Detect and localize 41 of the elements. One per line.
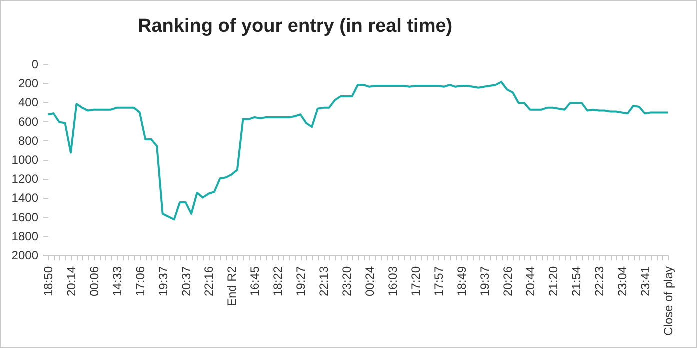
y-tick-label: 200 xyxy=(18,76,39,91)
x-tick-label: 22:23 xyxy=(592,266,607,297)
x-tick-label: 17:20 xyxy=(408,266,423,297)
x-tick-label: 21:54 xyxy=(570,266,584,297)
x-tick-label: 19:37 xyxy=(478,266,492,297)
y-tick-label: 1200 xyxy=(12,172,39,186)
x-tick-label: 23:20 xyxy=(340,266,354,297)
x-tick-label: 20:44 xyxy=(524,266,538,297)
x-tick-label: 21:20 xyxy=(546,266,561,297)
x-tick-label: 22:16 xyxy=(202,266,216,297)
x-tick-label: 00:24 xyxy=(362,266,377,297)
y-tick-label: 1800 xyxy=(12,229,39,244)
x-tick-label: 23:04 xyxy=(616,266,630,297)
x-tick-label: 20:26 xyxy=(500,266,515,297)
y-tick-label: 1600 xyxy=(12,210,39,224)
x-tick-label: 14:33 xyxy=(110,266,124,297)
x-tick-label: Close of play xyxy=(662,266,676,336)
x-tick-label: End R2 xyxy=(225,266,240,307)
x-tick-label: 19:37 xyxy=(156,266,170,297)
x-tick-label: 16:45 xyxy=(248,266,262,297)
y-tick-label: 1400 xyxy=(12,191,39,206)
x-tick-label: 22:13 xyxy=(317,266,332,297)
x-tick-label: 18:49 xyxy=(454,266,469,297)
x-tick-label: 17:06 xyxy=(133,266,148,297)
x-tick-label: 17:57 xyxy=(432,266,446,297)
x-tick-label: 16:03 xyxy=(386,266,400,297)
y-tick-label: 600 xyxy=(18,114,39,129)
y-tick-label: 2000 xyxy=(12,248,39,262)
x-tick-label: 20:14 xyxy=(64,266,78,297)
y-tick-label: 400 xyxy=(18,96,39,110)
x-tick-label: 18:50 xyxy=(42,266,56,297)
x-tick-label: 18:22 xyxy=(271,266,286,297)
x-tick-label: 19:27 xyxy=(294,266,308,297)
y-tick-label: 0 xyxy=(32,58,39,72)
x-tick-label: 20:37 xyxy=(179,266,194,297)
chart-title: Ranking of your entry (in real time) xyxy=(138,16,453,37)
x-tick-label: 23:41 xyxy=(638,266,653,297)
y-tick-label: 800 xyxy=(18,134,39,148)
x-tick-label: 00:06 xyxy=(87,266,102,297)
y-tick-label: 1000 xyxy=(12,153,39,167)
line-series xyxy=(47,81,669,221)
